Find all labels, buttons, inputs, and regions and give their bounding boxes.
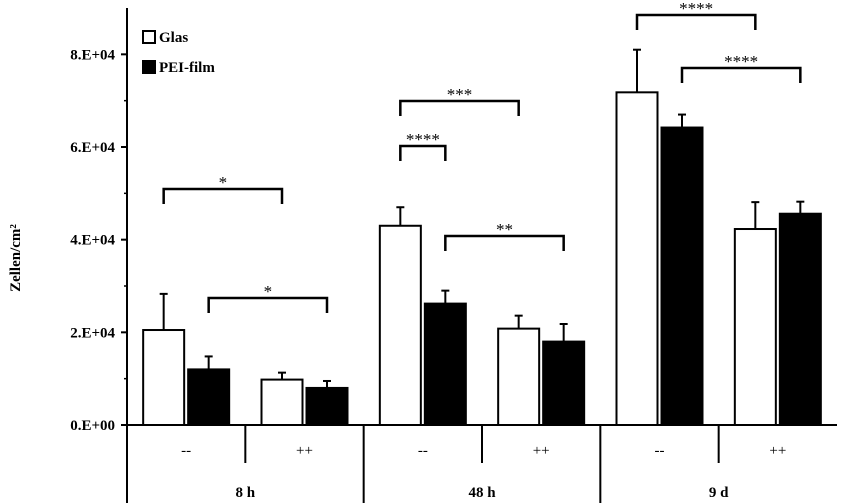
bar-pei-film (660, 126, 704, 426)
y-tick-label: 4.E+04 (70, 233, 115, 249)
bar-pei-film (305, 386, 349, 426)
legend-label-glas: Glas (159, 30, 188, 46)
y-axis: 0.E+00 2.E+04 4.E+04 6.E+04 8.E+04 (70, 8, 128, 503)
group-label: 8 h (236, 485, 256, 501)
bar-pei-film (187, 368, 231, 426)
y-tick-label: 6.E+04 (70, 140, 115, 156)
bar-glas (260, 378, 304, 426)
significance-brackets: ******************* (162, 0, 802, 313)
significance-bracket (680, 66, 802, 83)
legend-swatch-pei-film (142, 60, 156, 74)
condition-label: -- (418, 443, 428, 459)
bar-glas (378, 224, 422, 426)
significance-label: **** (724, 52, 758, 71)
significance-label: **** (679, 0, 713, 18)
significance-label: ** (496, 220, 513, 239)
y-axis-label: Zellen/cm² (8, 224, 24, 292)
legend: Glas PEI-film (142, 30, 215, 76)
bar-pei-film (542, 340, 586, 427)
bar-pei-film (423, 302, 467, 426)
legend-label-pei-film: PEI-film (159, 60, 215, 76)
significance-bracket (444, 234, 565, 251)
y-tick-label: 0.E+00 (70, 418, 115, 434)
condition-label: -- (655, 443, 665, 459)
significance-bracket (399, 144, 447, 161)
y-tick-label: 8.E+04 (70, 47, 115, 63)
x-axis-table: -- ++ 8 h -- ++ 48 h -- ++ 9 d (127, 424, 837, 503)
bar-glas (615, 91, 659, 427)
bar-glas (733, 228, 777, 426)
condition-label: ++ (296, 443, 313, 459)
significance-bracket (162, 187, 284, 204)
group-label: 9 d (709, 485, 729, 501)
group-label: 48 h (468, 485, 496, 501)
significance-label: * (264, 282, 273, 301)
bars (142, 48, 822, 427)
bar-pei-film (778, 212, 822, 426)
significance-label: * (219, 173, 228, 192)
condition-label: -- (181, 443, 191, 459)
significance-bracket (635, 13, 757, 30)
condition-label: ++ (769, 443, 786, 459)
condition-label: ++ (533, 443, 550, 459)
bar-glas (142, 329, 186, 426)
significance-label: **** (406, 130, 440, 149)
significance-label: *** (447, 85, 473, 104)
significance-bracket (207, 296, 329, 313)
significance-bracket (399, 99, 520, 116)
bar-glas (497, 327, 541, 427)
legend-swatch-glas (142, 30, 156, 44)
y-tick-label: 2.E+04 (70, 325, 115, 341)
